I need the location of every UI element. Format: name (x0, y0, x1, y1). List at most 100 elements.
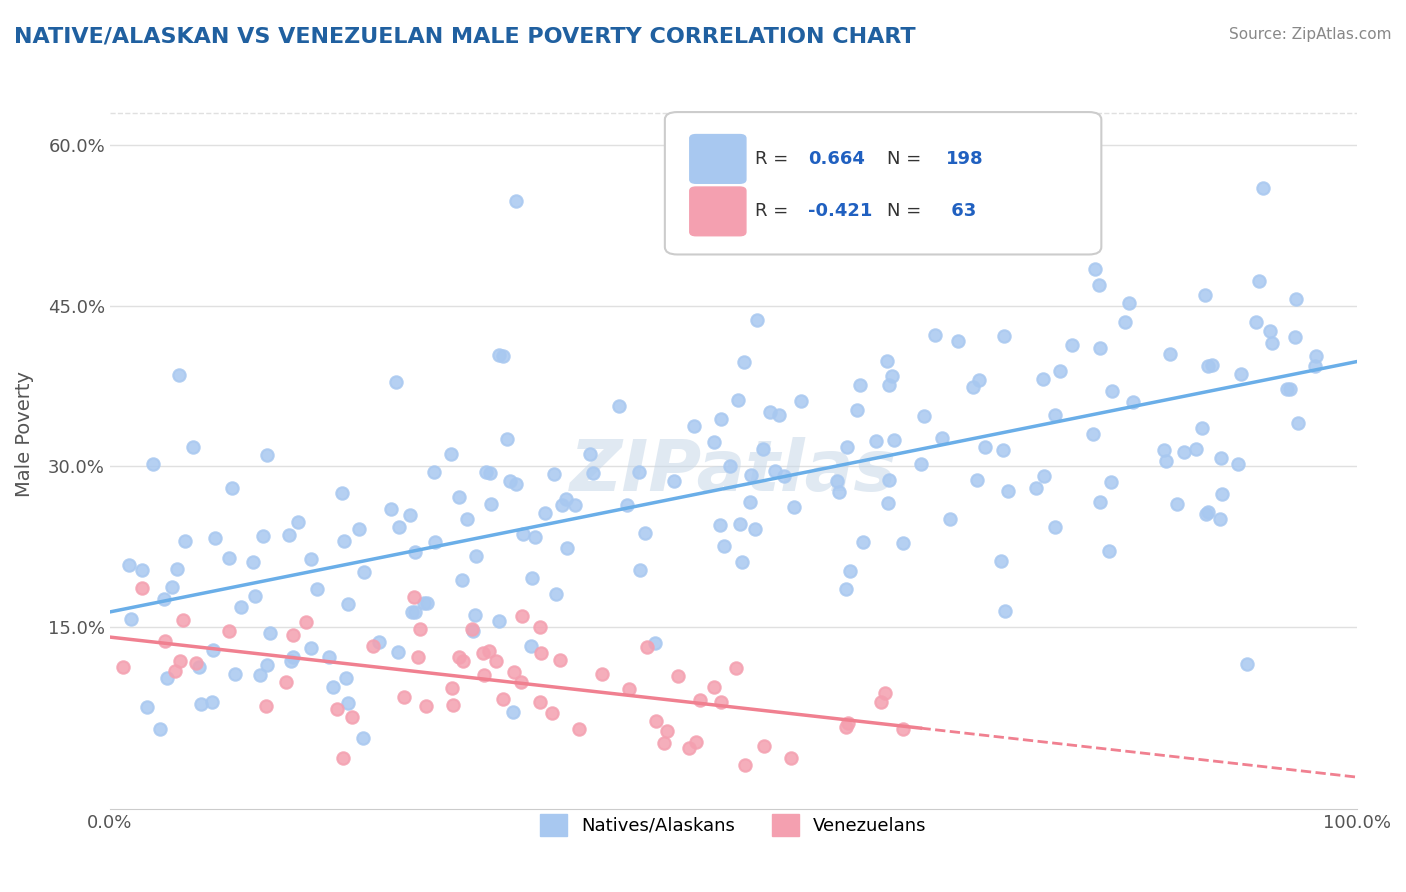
Point (325, 701, 347, 715)
Point (1284, 330, 1306, 344)
Point (654, 736, 676, 750)
Point (416, 596, 439, 610)
Point (479, 497, 502, 511)
Point (449, 649, 471, 664)
Point (1101, 384, 1123, 398)
Point (491, 349, 513, 363)
Point (188, 660, 211, 674)
Point (834, 582, 856, 596)
Point (221, 481, 243, 495)
Point (733, 354, 755, 368)
Point (415, 698, 437, 713)
Point (1153, 443, 1175, 458)
Point (169, 654, 191, 668)
Point (607, 399, 630, 413)
Point (1211, 487, 1233, 501)
Text: -0.421: -0.421 (808, 202, 873, 220)
Point (1184, 442, 1206, 456)
Y-axis label: Male Poverty: Male Poverty (15, 371, 34, 498)
Point (1258, 324, 1281, 338)
Point (780, 751, 803, 765)
Point (1098, 544, 1121, 558)
Point (1159, 347, 1181, 361)
Point (259, 626, 281, 640)
Point (529, 695, 551, 709)
Point (876, 354, 898, 368)
Point (118, 558, 141, 572)
Point (153, 634, 176, 648)
Point (579, 447, 602, 461)
Point (662, 474, 685, 488)
Point (744, 522, 766, 536)
Point (1251, 180, 1274, 194)
Point (443, 698, 465, 712)
Point (891, 536, 914, 550)
Point (385, 375, 408, 389)
Point (990, 554, 1012, 568)
Point (449, 490, 471, 504)
Point (645, 714, 668, 728)
Point (837, 716, 859, 731)
Point (136, 700, 159, 714)
Point (1194, 288, 1216, 302)
Point (281, 628, 304, 642)
FancyBboxPatch shape (690, 135, 747, 183)
Point (931, 431, 953, 445)
Point (380, 502, 402, 516)
Point (877, 495, 900, 509)
Point (738, 495, 761, 509)
Point (479, 466, 502, 480)
Point (1236, 657, 1258, 672)
Point (280, 654, 302, 668)
Point (461, 624, 484, 638)
Point (703, 435, 725, 450)
Point (1049, 364, 1071, 378)
Point (387, 645, 409, 659)
Point (254, 698, 277, 713)
Point (759, 405, 782, 419)
Point (865, 434, 887, 449)
Point (962, 380, 984, 394)
Text: 0.664: 0.664 (808, 150, 865, 168)
Point (404, 545, 426, 559)
Point (783, 500, 806, 514)
Point (825, 474, 848, 488)
Point (530, 646, 553, 660)
Point (1088, 494, 1111, 508)
Point (404, 590, 426, 604)
Point (142, 458, 165, 472)
Point (1062, 337, 1084, 351)
Point (568, 722, 591, 736)
Point (974, 440, 997, 454)
Point (153, 591, 176, 606)
Legend: Natives/Alaskans, Venezuelans: Natives/Alaskans, Venezuelans (531, 805, 936, 845)
Point (242, 555, 264, 569)
Point (1122, 395, 1144, 409)
Point (488, 615, 510, 629)
Point (1286, 416, 1309, 430)
Point (408, 622, 430, 636)
Text: 198: 198 (945, 150, 983, 168)
Point (229, 600, 252, 615)
Point (720, 458, 742, 473)
Point (851, 535, 873, 549)
Point (1099, 475, 1122, 489)
Point (224, 667, 246, 681)
Point (1032, 372, 1054, 386)
Point (548, 653, 571, 667)
Point (544, 587, 567, 601)
Point (912, 409, 935, 424)
Point (1156, 454, 1178, 468)
Point (201, 642, 224, 657)
Point (994, 604, 1017, 618)
Point (1083, 261, 1105, 276)
Point (352, 731, 374, 746)
Point (337, 696, 360, 710)
Point (710, 696, 733, 710)
Point (993, 329, 1015, 343)
Point (939, 512, 962, 526)
Text: N =: N = (887, 202, 927, 220)
Point (1191, 420, 1213, 434)
FancyBboxPatch shape (690, 187, 747, 235)
Point (1081, 426, 1104, 441)
